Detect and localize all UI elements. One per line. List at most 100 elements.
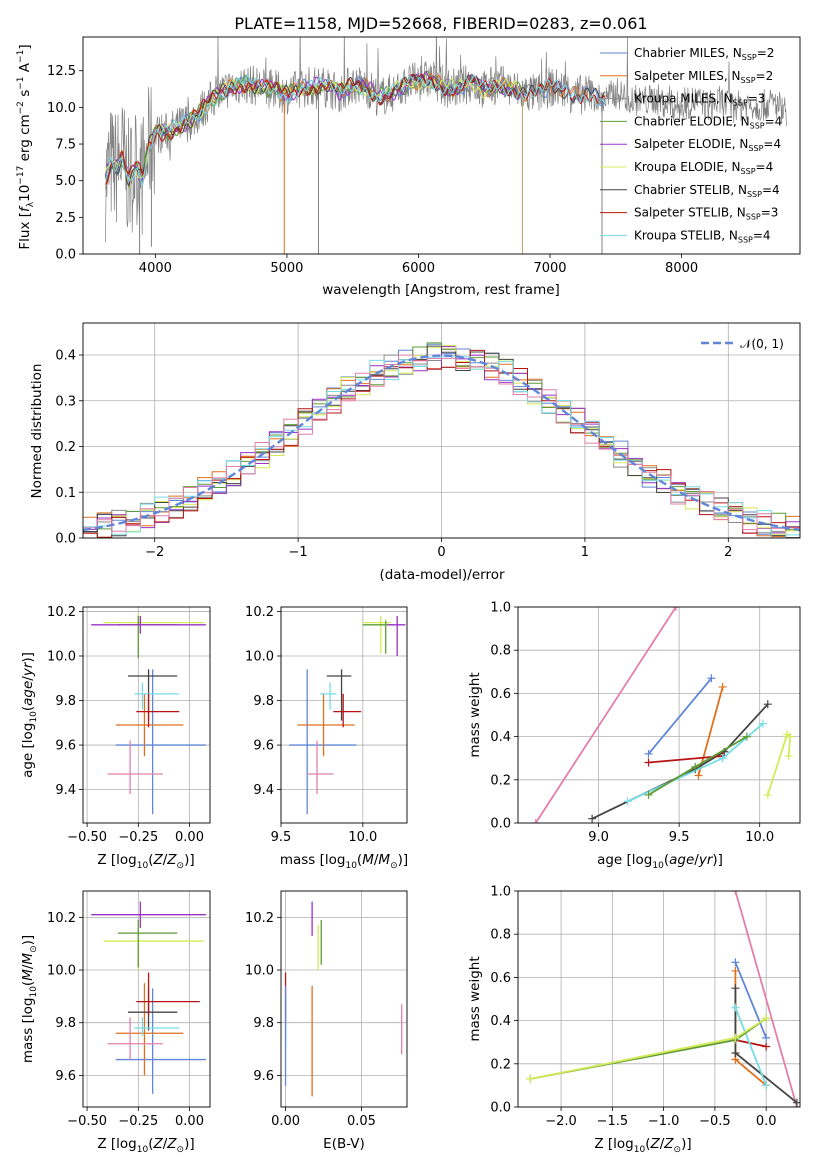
- wAge-ylabel: mass weight: [467, 672, 483, 757]
- y-tick-label: 0.4: [490, 1014, 511, 1029]
- plus-marker: [707, 674, 716, 683]
- legend-entry: Salpeter ELODIE, NSSP=4: [634, 137, 781, 153]
- plus-marker: [731, 984, 740, 993]
- plus-marker: [731, 1033, 740, 1042]
- axes-frame: [82, 606, 211, 824]
- y-tick-label: 0.8: [490, 928, 511, 943]
- x-tick-label: −1: [289, 545, 308, 560]
- y-tick-label: 0.6: [490, 687, 511, 702]
- axes-frame: [280, 606, 408, 824]
- x-tick-label: −0.25: [118, 830, 158, 845]
- plus-marker: [644, 758, 653, 767]
- x-tick-label: 10.0: [745, 830, 774, 845]
- axes-frame: [82, 890, 211, 1108]
- weight-line-smiles: [697, 686, 724, 776]
- plus-marker: [758, 719, 767, 728]
- y-tick-label: 9.6: [55, 1069, 76, 1084]
- histogram-step-kstelib: [83, 356, 800, 538]
- x-tick-label: −0.50: [67, 830, 107, 845]
- y-tick-label: 0.2: [55, 440, 76, 455]
- x-tick-label: 1: [581, 545, 589, 560]
- spectrum-ylabel: Flux [fλ10−17 erg cm−2 s−1 A−1]: [16, 44, 36, 249]
- y-tick-label: 12.5: [47, 64, 76, 79]
- plus-marker: [731, 891, 740, 895]
- model-fit-kstelib: [104, 74, 606, 186]
- weight-line-pink: [734, 891, 798, 1107]
- y-tick-label: 9.4: [253, 783, 274, 798]
- axes-frame: [82, 322, 801, 539]
- x-tick-label: 0.00: [175, 1114, 204, 1129]
- plus-marker: [742, 732, 751, 741]
- y-tick-label: 0.0: [490, 817, 511, 832]
- plus-marker: [644, 790, 653, 799]
- x-tick-label: −1.5: [597, 1114, 629, 1129]
- plus-marker: [763, 700, 772, 709]
- legend-entry: 𝒩(0, 1): [740, 337, 784, 351]
- plus-marker: [718, 754, 727, 763]
- spectrum-legend: Chabrier MILES, NSSP=2 Salpeter MILES, NS…: [600, 46, 782, 244]
- x-tick-label: 8000: [665, 261, 698, 276]
- residual-histogram: −2 −1 0 1 2 0.0 0.1 0.2 0.3 0.4 𝒩(0, 1): [55, 322, 801, 560]
- plus-marker: [694, 771, 703, 780]
- x-tick-label: 4000: [139, 261, 172, 276]
- x-tick-label: −2: [145, 545, 164, 560]
- weight-line-sstelib: [735, 1039, 767, 1048]
- x-tick-label: 10.0: [348, 830, 377, 845]
- plus-marker: [671, 607, 680, 611]
- legend-entry: Chabrier ELODIE, NSSP=4: [634, 114, 782, 130]
- weight-vs-metallicity-plot: −2.0 −1.5 −1.0 −0.5 0.0 0.0 0.2 0.4 0.6 0.8 1.0: [490, 885, 801, 1129]
- legend-entry: Kroupa ELODIE, NSSP=4: [634, 160, 773, 176]
- plus-marker: [763, 790, 772, 799]
- y-tick-label: 2.5: [55, 211, 76, 226]
- plus-marker: [718, 682, 727, 691]
- model-fit-cstelib: [105, 73, 606, 188]
- normal-distribution-curve: [83, 354, 800, 532]
- y-tick-label: 9.8: [253, 1016, 274, 1031]
- y-tick-label: 9.6: [55, 739, 76, 754]
- plus-marker: [762, 1014, 771, 1023]
- x-tick-label: −1.0: [648, 1114, 680, 1129]
- axes-frame: [82, 36, 801, 255]
- y-tick-label: 5.0: [55, 174, 76, 189]
- weight-line-cmiles: [734, 961, 768, 1039]
- y-tick-label: 9.8: [55, 1016, 76, 1031]
- weight-line-cmiles: [647, 677, 713, 755]
- histogram-step-sstelib: [83, 349, 800, 538]
- plus-marker: [762, 1033, 771, 1042]
- y-tick-label: 10.0: [47, 649, 76, 664]
- y-tick-label: 7.5: [55, 138, 76, 153]
- observed-spectrum-line: [105, 37, 788, 243]
- histogram-step-cstelib: [83, 345, 800, 538]
- x-tick-label: 2: [724, 545, 732, 560]
- weight-line-pink: [534, 607, 677, 823]
- wZ-ylabel: mass weight: [467, 956, 483, 1041]
- plus-marker: [588, 814, 597, 823]
- ageZ-ylabel: age [log10(age/yr)]: [20, 652, 39, 778]
- mass-vs-metallicity-plot: −0.50 −0.25 0.00 9.6 9.8 10.0 10.2: [47, 890, 211, 1129]
- legend-entry: Chabrier MILES, NSSP=2: [634, 46, 774, 62]
- x-tick-label: 0.00: [175, 830, 204, 845]
- plus-marker: [526, 1074, 535, 1083]
- y-tick-label: 0.0: [55, 248, 76, 263]
- axes-frame: [280, 890, 408, 1108]
- x-tick-label: 7000: [533, 261, 566, 276]
- x-tick-label: 6000: [402, 261, 435, 276]
- legend-entry: Kroupa MILES, NSSP=3: [634, 92, 765, 108]
- y-tick-label: 9.8: [253, 694, 274, 709]
- y-tick-label: 0.2: [490, 1057, 511, 1072]
- y-tick-label: 0.2: [490, 773, 511, 788]
- plot-area: [284, 901, 403, 1097]
- weight-line-kstelib: [734, 1007, 768, 1086]
- legend-entry: Salpeter STELIB, NSSP=3: [634, 206, 778, 222]
- y-tick-label: 0.0: [55, 532, 76, 547]
- plus-marker: [786, 732, 795, 741]
- plot-area: [104, 37, 788, 254]
- x-tick-label: 0.00: [271, 1114, 300, 1129]
- y-tick-label: 9.6: [253, 739, 274, 754]
- x-tick-label: −2.0: [545, 1114, 577, 1129]
- spectrum-plot: 4000 5000 6000 7000 8000 0.0 2.5 5.0 7.5 10.0 12.5…: [47, 36, 801, 276]
- spectrum-title: PLATE=1158, MJD=52668, FIBERID=0283, z=0…: [234, 14, 647, 33]
- residual-xlabel: (data-model)/error: [379, 567, 505, 583]
- plus-marker: [644, 749, 653, 758]
